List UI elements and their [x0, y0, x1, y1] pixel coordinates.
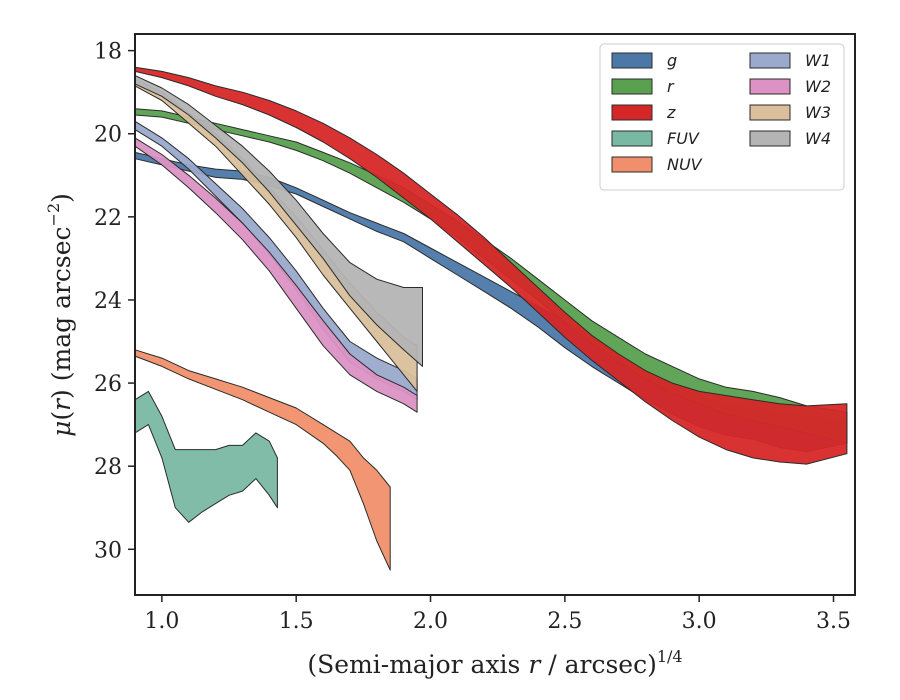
y-tick-label: 28	[94, 455, 122, 480]
legend-swatch-z	[611, 104, 653, 121]
x-tick-label: 3.5	[816, 609, 851, 634]
y-axis-ticks: 18 20 22 24 26 28 30	[94, 40, 135, 563]
plot-frame	[134, 33, 856, 596]
y-tick-label: 24	[94, 289, 122, 314]
legend-label-w3: W3	[805, 103, 831, 122]
legend-swatch-w1	[749, 52, 791, 69]
legend-swatch-fuv	[611, 130, 653, 147]
legend-swatch-w3	[749, 104, 791, 121]
y-axis-label-close: )	[47, 193, 76, 203]
legend-items: grz FUV NUV W1 W2 W3 W4	[611, 51, 831, 174]
legend: grz FUV NUV W1 W2 W3 W4	[599, 43, 845, 191]
legend-label-nuv: NUV	[667, 155, 703, 174]
x-tick-label: 2.0	[413, 609, 448, 634]
legend-label-g: g	[667, 51, 677, 70]
y-axis-label-exponent: −2	[44, 203, 63, 227]
legend-label-z: z	[666, 103, 676, 122]
y-tick-label: 20	[94, 123, 122, 148]
y-axis-label: μ(r) (mag arcsec−2)	[44, 193, 76, 437]
legend-swatch-w2	[749, 78, 791, 95]
band-nuv	[134, 349, 391, 571]
x-tick-label: 1.0	[144, 609, 179, 634]
band-w4	[134, 75, 423, 367]
y-tick-label: 22	[94, 206, 122, 231]
x-axis-ticks: 1.0 1.5 2.0 2.5 3.0 3.5	[144, 595, 851, 634]
band-fuv	[134, 390, 278, 523]
legend-swatch-g	[611, 52, 653, 69]
band-w3	[134, 79, 418, 392]
y-tick-label: 30	[94, 538, 122, 563]
legend-swatch-r	[611, 78, 653, 95]
x-axis-label-exponent: 1/4	[657, 647, 683, 666]
y-tick-label: 18	[94, 40, 122, 65]
y-axis-label-r: r	[47, 397, 76, 411]
y-tick-label: 26	[94, 372, 122, 397]
series-bands	[134, 66, 848, 571]
legend-label-w2: W2	[805, 77, 831, 96]
legend-swatch-nuv	[611, 156, 653, 173]
legend-swatch-w4	[749, 130, 791, 147]
x-tick-label: 1.5	[279, 609, 314, 634]
x-axis-label-r: r	[528, 650, 542, 679]
legend-label-w1: W1	[805, 51, 831, 70]
band-w2	[134, 137, 418, 413]
legend-label-w4: W4	[805, 129, 831, 148]
band-z	[134, 66, 848, 465]
x-tick-label: 2.5	[547, 609, 582, 634]
legend-label-fuv: FUV	[667, 129, 700, 148]
y-axis-label-mu: μ	[47, 421, 76, 437]
legend-label-r: r	[667, 77, 675, 96]
x-axis-label: (Semi-major axis r / arcsec)1/4	[307, 647, 682, 679]
x-tick-label: 3.0	[682, 609, 717, 634]
